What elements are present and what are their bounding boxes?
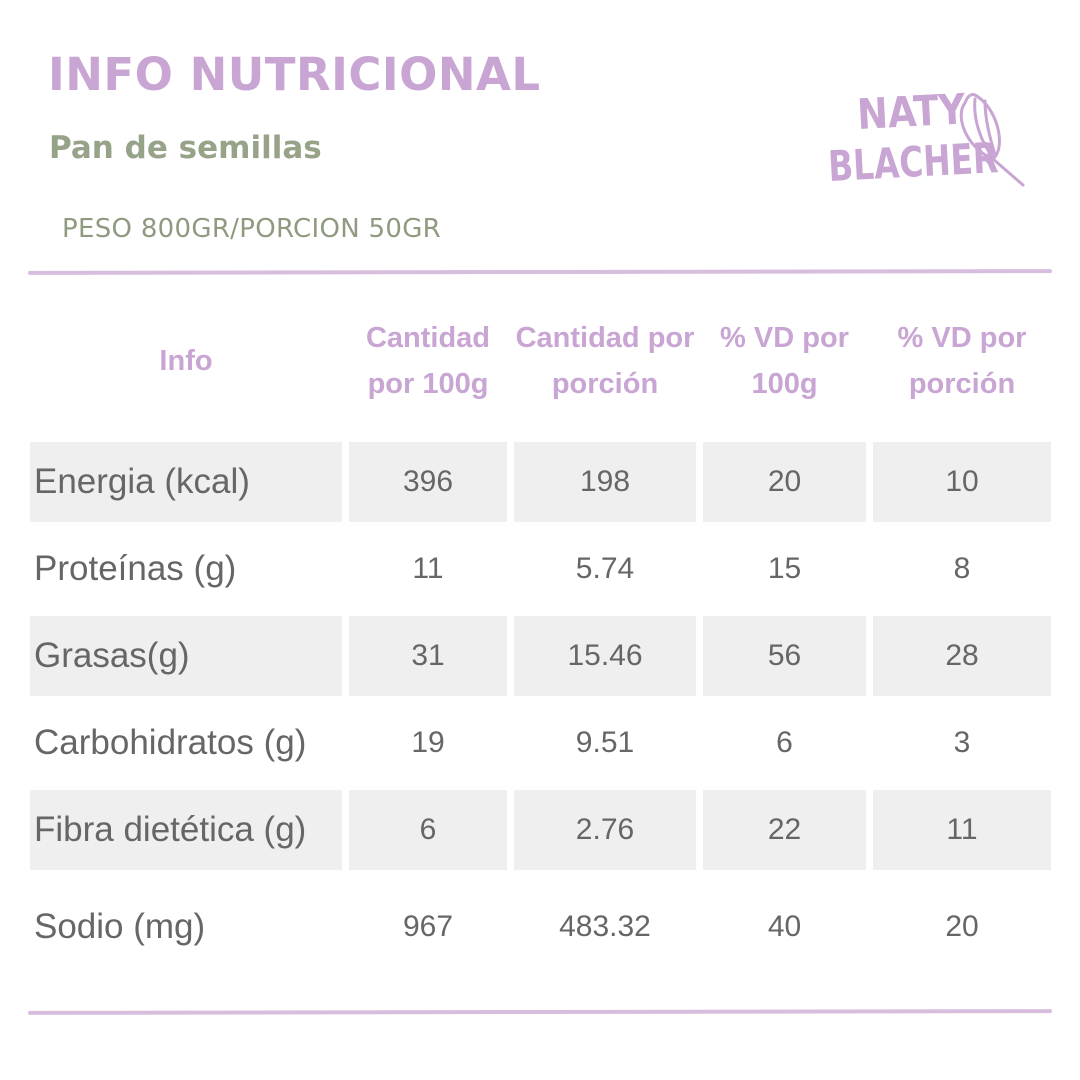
column-header-dv-100g: % VD por 100g bbox=[720, 322, 849, 400]
brand-logo-line1: NATY bbox=[856, 85, 967, 139]
cell-dv-100g: 6 bbox=[776, 726, 793, 759]
cell-amount-100g: 396 bbox=[349, 442, 507, 522]
cell-dv-serving: 28 bbox=[873, 616, 1051, 696]
cell-amount-serving: 2.76 bbox=[514, 790, 696, 870]
cell-dv-serving: 3 bbox=[953, 726, 971, 759]
cell-dv-serving: 8 bbox=[953, 552, 971, 585]
cell-dv-100g: 40 bbox=[767, 910, 802, 943]
cell-amount-serving: 5.74 bbox=[575, 552, 635, 585]
row-label: Energia (kcal) bbox=[30, 442, 342, 522]
table-row: Fibra dietética (g) 6 2.76 22 11 bbox=[30, 790, 1051, 870]
row-label: Fibra dietética (g) bbox=[30, 790, 342, 870]
cell-amount-serving: 198 bbox=[514, 442, 696, 522]
cell-amount-100g: 6 bbox=[349, 790, 507, 870]
cell-dv-serving: 10 bbox=[873, 442, 1051, 522]
row-label: Proteínas (g) bbox=[34, 549, 237, 588]
top-divider bbox=[27, 269, 1053, 275]
cell-amount-serving: 15.46 bbox=[514, 616, 696, 696]
table-row: Grasas(g) 31 15.46 56 28 bbox=[30, 616, 1051, 696]
table-header-row: Info Cantidad por 100g Cantidad por porc… bbox=[30, 280, 1051, 442]
row-label: Carbohidratos (g) bbox=[34, 723, 307, 762]
cell-dv-100g: 15 bbox=[767, 552, 802, 585]
table-row: Carbohidratos (g) 19 9.51 6 3 bbox=[30, 703, 1051, 783]
row-label: Sodio (mg) bbox=[34, 907, 206, 946]
nutrition-table: Info Cantidad por 100g Cantidad por porc… bbox=[30, 280, 1051, 984]
cell-amount-100g: 11 bbox=[412, 552, 444, 585]
column-header-amount-100g: Cantidad por 100g bbox=[365, 322, 491, 400]
bottom-divider bbox=[27, 1009, 1053, 1015]
page-title: INFO NUTRICIONAL bbox=[48, 48, 541, 101]
weight-serving-line: PESO 800GR/PORCION 50GR bbox=[62, 214, 442, 244]
cell-amount-100g: 31 bbox=[349, 616, 507, 696]
cell-dv-100g: 56 bbox=[703, 616, 866, 696]
cell-dv-100g: 20 bbox=[703, 442, 866, 522]
column-header-amount-serving: Cantidad por porción bbox=[515, 322, 695, 400]
table-row: Sodio (mg) 967 483.32 40 20 bbox=[30, 877, 1051, 977]
column-header-info: Info bbox=[159, 345, 213, 377]
brand-logo-line2: BLACHER bbox=[827, 133, 999, 190]
cell-amount-100g: 967 bbox=[402, 910, 454, 943]
row-label: Grasas(g) bbox=[30, 616, 342, 696]
table-row: Proteínas (g) 11 5.74 15 8 bbox=[30, 529, 1051, 609]
brand-logo-graphic: NATY BLACHER bbox=[827, 84, 1025, 191]
cell-amount-serving: 9.51 bbox=[575, 726, 635, 759]
cell-amount-100g: 19 bbox=[411, 726, 445, 759]
table-row: Energia (kcal) 396 198 20 10 bbox=[30, 442, 1051, 522]
brand-logo: NATY BLACHER bbox=[825, 84, 1035, 191]
cell-dv-serving: 20 bbox=[945, 910, 979, 943]
cell-dv-100g: 22 bbox=[703, 790, 866, 870]
product-name: Pan de semillas bbox=[49, 130, 322, 166]
cell-dv-serving: 11 bbox=[873, 790, 1051, 870]
cell-amount-serving: 483.32 bbox=[559, 910, 651, 943]
whisk-icon bbox=[959, 93, 1025, 187]
column-header-dv-serving: % VD por porción bbox=[897, 322, 1027, 400]
